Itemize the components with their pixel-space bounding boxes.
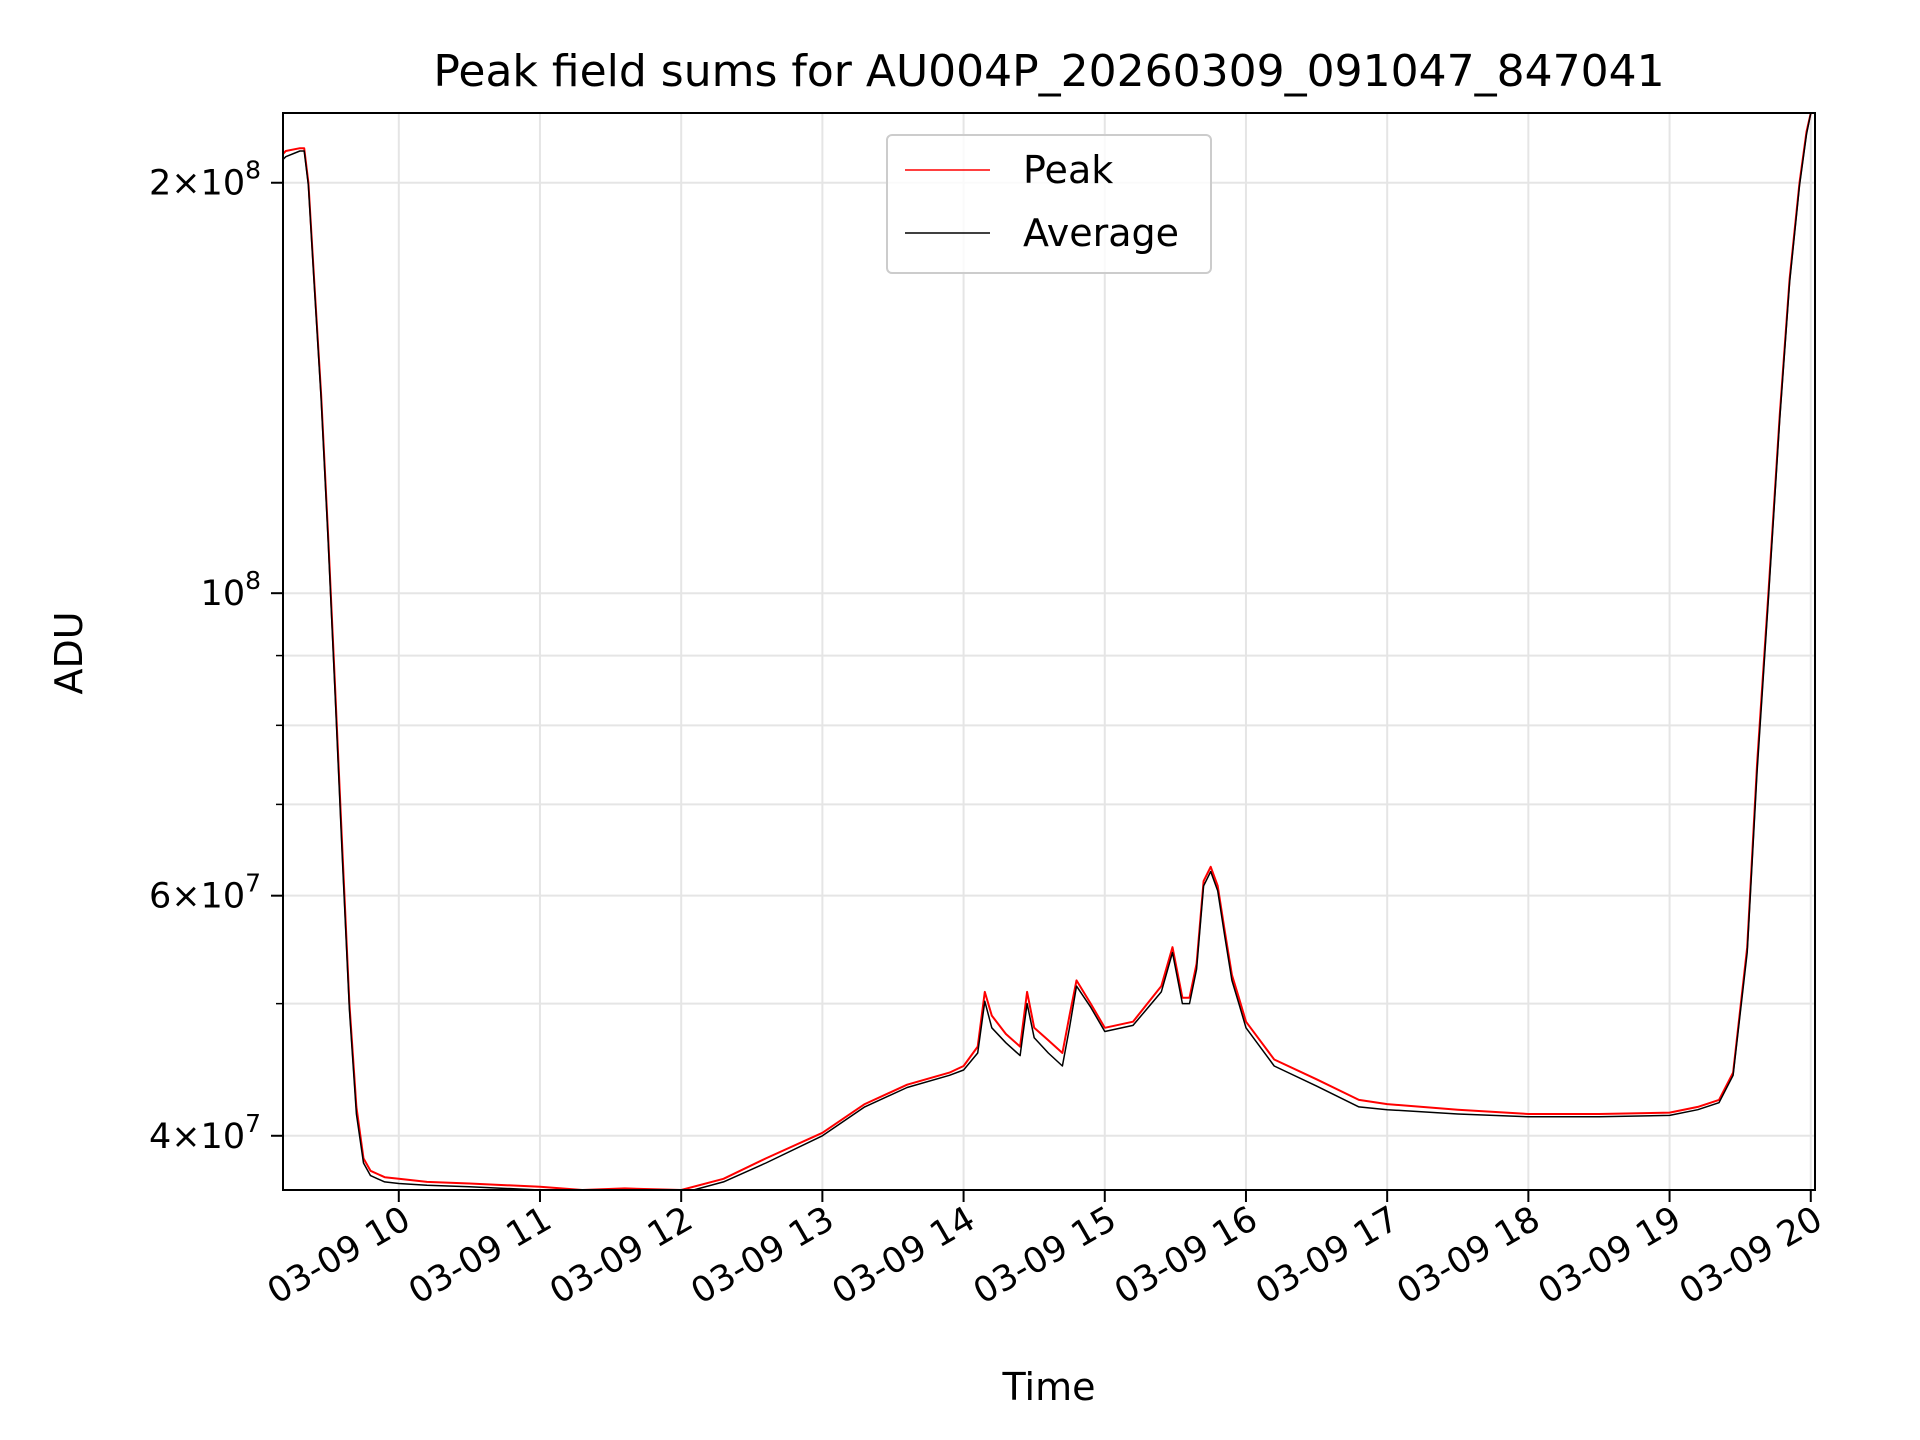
series-line-peak [283,113,1812,1190]
legend-label-peak: Peak [1023,148,1113,192]
series-layer [283,113,1812,1190]
legend: Peak Average [886,134,1212,274]
y-tick-label: 2×108 [149,156,261,204]
plot-frame [282,112,1816,1191]
series-line-average [283,113,1812,1190]
y-axis-label: ADU [47,611,91,694]
x-axis-label: Time [1002,1365,1096,1409]
y-tick-label: 4×107 [149,1109,261,1157]
y-tick-label: 6×107 [149,869,261,917]
legend-label-average: Average [1023,211,1179,255]
chart-title: Peak field sums for AU004P_20260309_0910… [433,46,1664,97]
